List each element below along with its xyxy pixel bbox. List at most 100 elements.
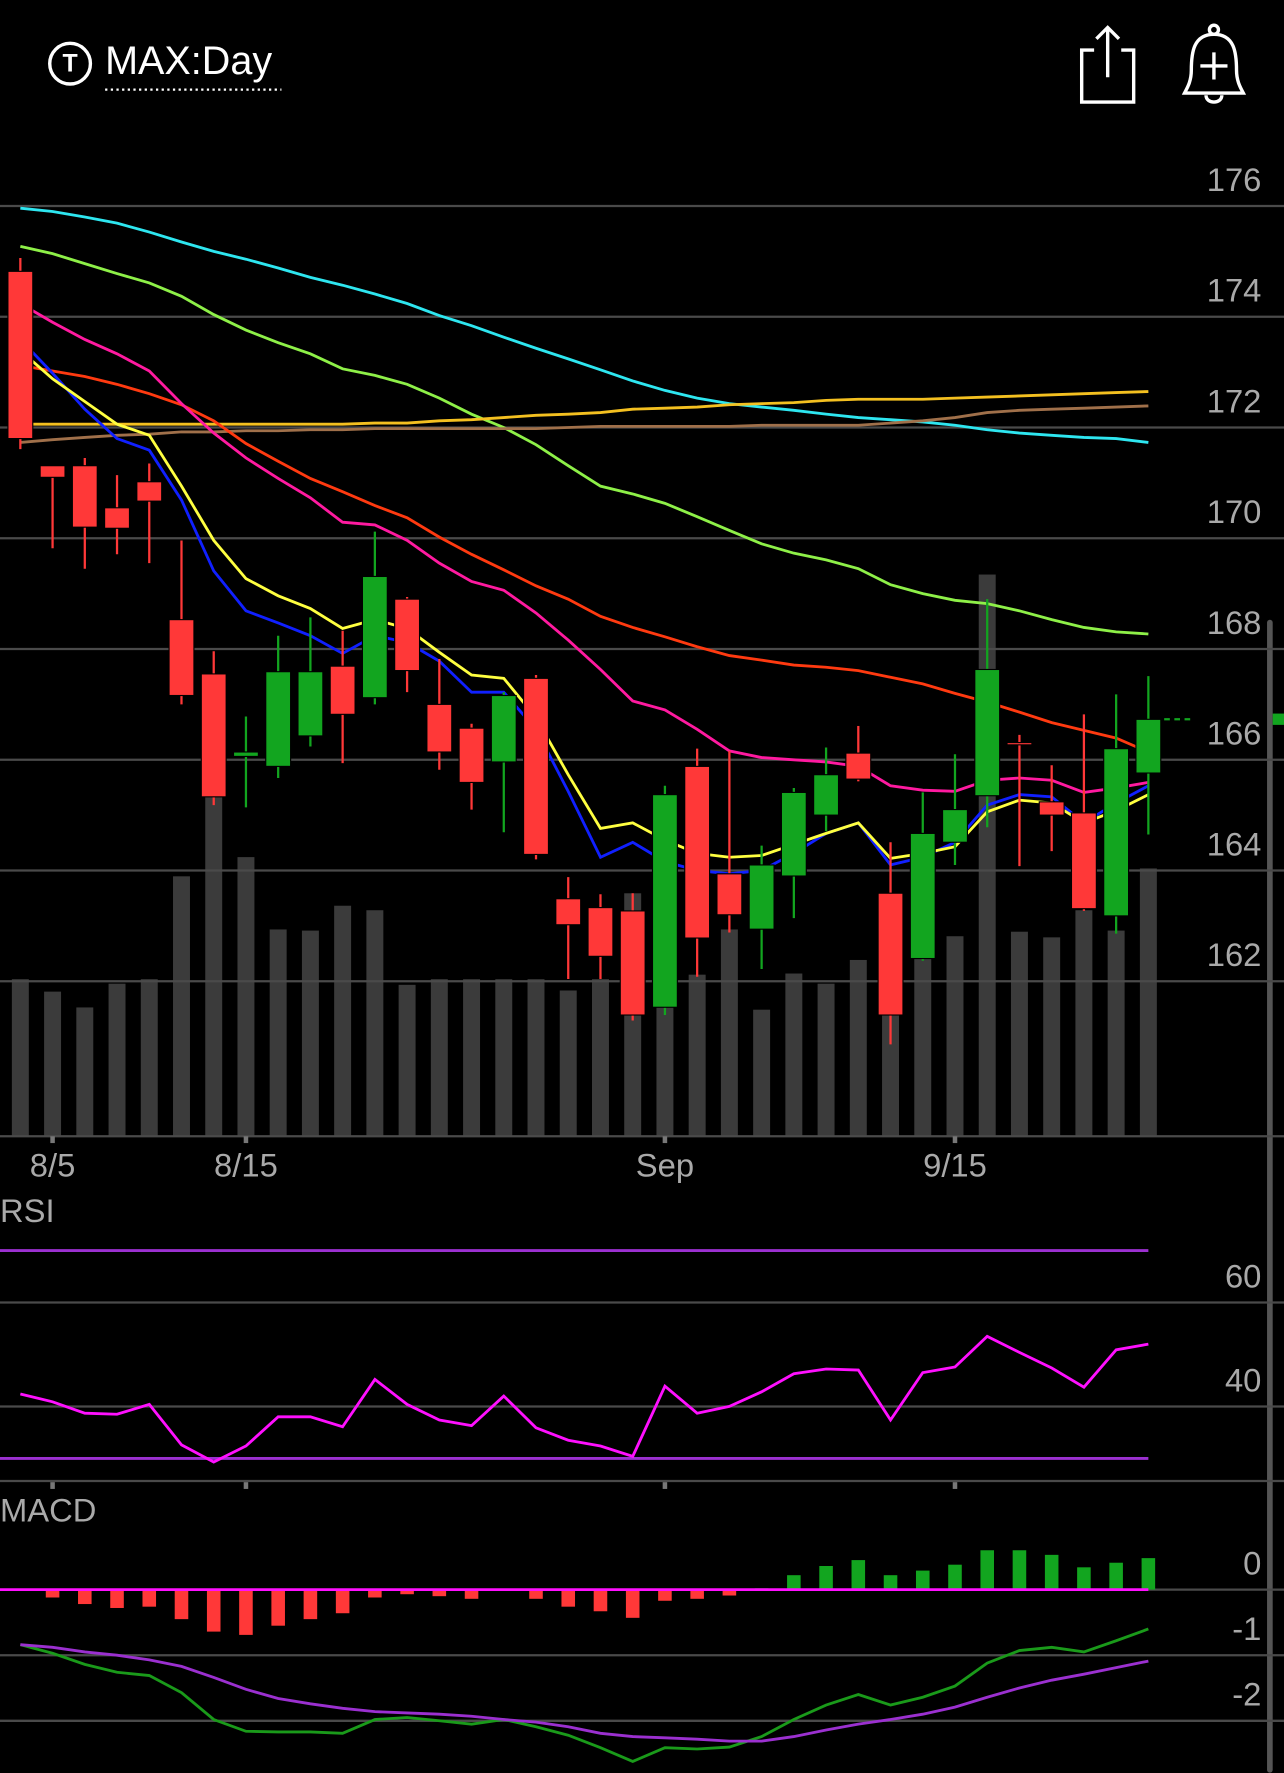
candle-body: [297, 671, 324, 737]
histogram-bar: [593, 1589, 608, 1612]
candle-body: [941, 809, 968, 843]
bell-clapper: [1204, 94, 1224, 104]
histogram-bar: [561, 1589, 576, 1607]
candle-body: [651, 794, 678, 1008]
y-tick-label: 0: [1243, 1545, 1261, 1582]
candle-body: [1006, 742, 1033, 746]
histogram-bar: [271, 1589, 285, 1626]
volume-bar: [559, 990, 577, 1137]
candle-body: [394, 598, 421, 672]
y-tick-label: 170: [1207, 493, 1262, 530]
histogram-bar: [174, 1589, 189, 1620]
volume-bar: [914, 955, 932, 1137]
candle-body: [1038, 801, 1065, 816]
alert-button[interactable]: [1181, 23, 1247, 104]
histogram-bar: [45, 1589, 60, 1598]
candle-body: [7, 270, 34, 440]
share-button[interactable]: [1079, 25, 1136, 104]
y-tick-label: 176: [1207, 161, 1262, 198]
volume-bar: [269, 929, 287, 1137]
y-tick-label: 166: [1207, 715, 1262, 752]
histogram-bar: [722, 1589, 737, 1596]
candle-body: [619, 910, 646, 1016]
x-tick-label: 8/5: [30, 1147, 76, 1184]
candle-body: [104, 507, 131, 529]
volume-bar: [591, 979, 609, 1137]
candle-body: [813, 774, 840, 816]
candle-body: [684, 765, 711, 939]
histogram-bar: [335, 1589, 350, 1614]
macd-line: [20, 1643, 1149, 1743]
scrollbar[interactable]: [1267, 619, 1273, 1773]
y-tick-label: 174: [1207, 272, 1262, 309]
candle-body: [1103, 748, 1130, 917]
y-tick-label: 168: [1207, 604, 1262, 641]
histogram-bar: [400, 1589, 414, 1595]
candle-body: [200, 673, 227, 798]
share-box: [1079, 48, 1136, 104]
candle-body: [71, 465, 98, 528]
histogram-bar: [464, 1589, 479, 1599]
histogram-bar: [658, 1589, 672, 1601]
volume-bar: [430, 979, 448, 1137]
x-tick-label: 9/15: [923, 1147, 987, 1184]
histogram-bar: [142, 1589, 157, 1607]
candle-body: [1135, 718, 1162, 774]
volume-bar: [656, 1006, 674, 1137]
candle-body: [329, 665, 356, 715]
bell-top: [1207, 23, 1221, 36]
candle-body: [39, 465, 66, 478]
histogram-bar: [980, 1550, 995, 1590]
histogram-bar: [368, 1589, 382, 1598]
candle-body: [845, 752, 872, 780]
share-arrow: [1095, 25, 1121, 78]
histogram-bar: [1077, 1567, 1091, 1590]
histogram-bar: [690, 1589, 704, 1599]
panel-title: RSI: [0, 1192, 55, 1229]
histogram-bar: [78, 1589, 92, 1605]
histogram-bar: [1109, 1562, 1123, 1590]
candle-body: [780, 791, 807, 877]
volume-bar: [527, 979, 545, 1137]
candle-body: [748, 864, 775, 930]
moving-average: [20, 390, 1149, 426]
y-tick-label: -1: [1232, 1610, 1261, 1647]
histogram-bar: [432, 1589, 447, 1597]
candle-body: [361, 575, 388, 699]
histogram-bar: [303, 1589, 318, 1620]
volume-bar: [817, 983, 835, 1137]
bell: [1181, 32, 1247, 95]
histogram-bar: [529, 1589, 543, 1599]
volume-bar: [946, 936, 964, 1137]
volume-bar: [1075, 910, 1093, 1137]
volume-bar: [398, 984, 416, 1137]
histogram-bar: [239, 1589, 253, 1635]
candle-body: [458, 727, 485, 784]
macd-line: [19, 1627, 1149, 1763]
volume-bar: [785, 973, 803, 1137]
y-tick-label: 60: [1225, 1257, 1261, 1294]
badge-circle: [48, 41, 93, 86]
y-tick-label: 162: [1207, 936, 1262, 973]
symbol-button[interactable]: T MAX:Day: [48, 39, 282, 91]
rsi-line: [20, 1334, 1149, 1464]
histogram-bar: [625, 1589, 640, 1618]
moving-average: [20, 404, 1149, 444]
volume-bar: [720, 929, 738, 1137]
candle-body: [523, 677, 550, 855]
candle-body: [265, 671, 292, 767]
moving-average: [20, 206, 1149, 444]
volume-bar: [495, 979, 513, 1137]
panel-title: MACD: [0, 1491, 96, 1528]
candle-body: [587, 907, 614, 957]
histogram-bar: [883, 1575, 898, 1590]
histogram-bar: [787, 1575, 801, 1590]
volume-bar: [882, 1011, 900, 1137]
histogram-bar: [819, 1566, 833, 1590]
bell-plus: [1200, 52, 1228, 80]
x-tick-label: 8/15: [214, 1147, 278, 1184]
histogram-bar: [1141, 1558, 1156, 1590]
histogram-bar: [948, 1564, 962, 1590]
volume-bar: [11, 979, 29, 1137]
